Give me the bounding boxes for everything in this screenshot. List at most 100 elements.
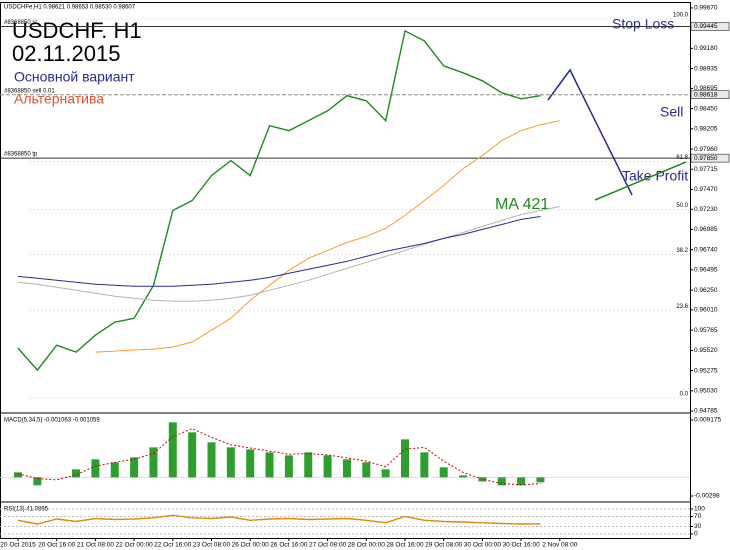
annotation: Sell <box>660 104 683 120</box>
y-tick-label: 0.97960 <box>694 146 718 153</box>
x-tick-label: 22 Oct 16:00 <box>154 542 192 549</box>
panel-title: RSI(13) 41.0895 <box>4 507 49 513</box>
histogram-bar <box>517 477 526 486</box>
y-tick-label: 70 <box>694 513 702 520</box>
histogram-bar <box>110 462 119 478</box>
histogram-bar <box>420 452 429 478</box>
histogram-bar <box>439 467 448 478</box>
x-tick-label: 26 Oct 00:00 <box>232 542 270 549</box>
y-tick-label: 0 <box>694 531 698 538</box>
line-series <box>17 206 560 302</box>
y-tick-label: 0.99670 <box>694 5 718 12</box>
line-series <box>17 428 541 486</box>
y-tick-label: 0.96010 <box>694 307 718 314</box>
x-tick-label: 30 Oct 16:00 <box>502 542 540 549</box>
x-tick-label: 2 Nov 08:00 <box>542 542 577 549</box>
histogram-bar <box>342 459 351 478</box>
y-tick-label: 0.94785 <box>694 408 718 415</box>
y-tick-label: 0.98450 <box>694 105 718 112</box>
price-tag-label: 0.99445 <box>694 23 718 30</box>
y-tick-label: 0.96985 <box>694 226 718 233</box>
y-tick-label: 0.97470 <box>694 186 718 193</box>
alternative-arrow <box>594 161 687 201</box>
line-series <box>17 29 541 372</box>
x-tick-label: 21 Oct 08:00 <box>77 542 115 549</box>
price-tag-label: 0.97850 <box>694 155 718 162</box>
y-tick-label: 0.95030 <box>694 388 718 395</box>
y-tick-label: 0.97230 <box>694 206 718 213</box>
line-series <box>95 120 560 353</box>
histogram-bar <box>401 439 409 478</box>
chart-title: USDCHF. H1 <box>12 18 142 43</box>
x-tick-label: 26 Oct 16:00 <box>270 542 308 549</box>
frame <box>0 2 691 539</box>
histogram-bar <box>459 475 468 478</box>
x-tick-label: 28 Oct 00:00 <box>348 542 386 549</box>
line-series <box>17 514 541 525</box>
y-tick-label: -0.00298 <box>694 493 720 500</box>
histogram-bar <box>72 469 81 478</box>
line-series <box>17 216 541 287</box>
header: USDCHFe,H1 0.98621 0.98653 0.98530 0.986… <box>4 5 136 11</box>
y-tick-label: 100 <box>694 506 705 513</box>
x-tick-label: 27 Oct 08:00 <box>309 542 347 549</box>
histogram-bar <box>536 477 545 483</box>
x-tick-label: 28 Oct 16:00 <box>386 542 424 549</box>
histogram-bar <box>130 457 139 478</box>
price-tag <box>690 22 730 31</box>
fib-label: 100.0 <box>673 13 689 19</box>
x-tick-label: 23 Oct 08:00 <box>193 542 231 549</box>
x-tick-label: 30 Oct 00:00 <box>464 542 502 549</box>
histogram-bar <box>91 459 100 478</box>
price-tag <box>690 90 730 100</box>
histogram-bar <box>188 432 197 478</box>
histogram-bar <box>265 452 274 478</box>
annotation: MA 421 <box>495 196 549 213</box>
price-tag <box>690 153 730 163</box>
panel-title: MACD(5,34,5) -0.001063 -0.001059 <box>4 418 100 424</box>
histogram-bar <box>304 452 313 478</box>
histogram-bar <box>362 462 371 478</box>
histogram-bar <box>497 477 506 486</box>
histogram-bar <box>226 447 235 478</box>
fib-label: 38.2 <box>676 248 688 254</box>
x-tick-label: 20 Oct 16:00 <box>38 542 76 549</box>
y-tick-label: 30 <box>694 523 702 530</box>
histogram-bar <box>14 472 22 478</box>
y-tick-label: 0.97715 <box>694 166 718 173</box>
histogram-bar <box>284 455 293 478</box>
y-tick-label: 0.98695 <box>694 85 718 92</box>
fib-label: 0.0 <box>680 392 689 398</box>
y-tick-label: 0.95520 <box>694 347 718 354</box>
y-tick-label: 0.95275 <box>694 367 718 374</box>
histogram-bar <box>246 449 255 478</box>
histogram-bar <box>149 447 158 478</box>
annotation: Stop Loss <box>612 16 674 32</box>
y-tick-label: 0.98205 <box>694 126 718 133</box>
chart-subtitle: 02.11.2015 <box>12 41 120 66</box>
x-tick-label: 20 Oct 2015 <box>0 542 36 549</box>
y-tick-label: 0.96250 <box>694 287 718 294</box>
histogram-bar <box>207 442 216 478</box>
histogram-bar <box>323 455 332 478</box>
y-tick-label: 0.95765 <box>694 327 718 334</box>
annotation: Основной вариант <box>14 69 135 85</box>
y-tick-label: 0.009175 <box>694 417 721 424</box>
order-label: #8368850 sell 0.01 <box>4 88 55 94</box>
fib-label: 50.0 <box>676 203 688 209</box>
x-tick-label: 29 Oct 08:00 <box>425 542 463 549</box>
order-label: #8368850 sl <box>4 20 37 26</box>
price-tag-label: 0.98618 <box>694 91 718 98</box>
y-tick-label: 0.99180 <box>694 45 718 52</box>
histogram-bar <box>168 422 177 478</box>
forecast-arrow <box>547 68 633 196</box>
x-tick-label: 22 Oct 00:00 <box>115 542 153 549</box>
y-tick-label: 0.96495 <box>694 267 718 274</box>
fib-label: 23.6 <box>676 304 688 310</box>
y-tick-label: 0.96740 <box>694 246 718 253</box>
order-label: #8368850 tp <box>4 152 38 158</box>
histogram-bar <box>33 477 42 486</box>
histogram-bar <box>381 469 390 478</box>
y-tick-label: 0.98935 <box>694 65 718 72</box>
